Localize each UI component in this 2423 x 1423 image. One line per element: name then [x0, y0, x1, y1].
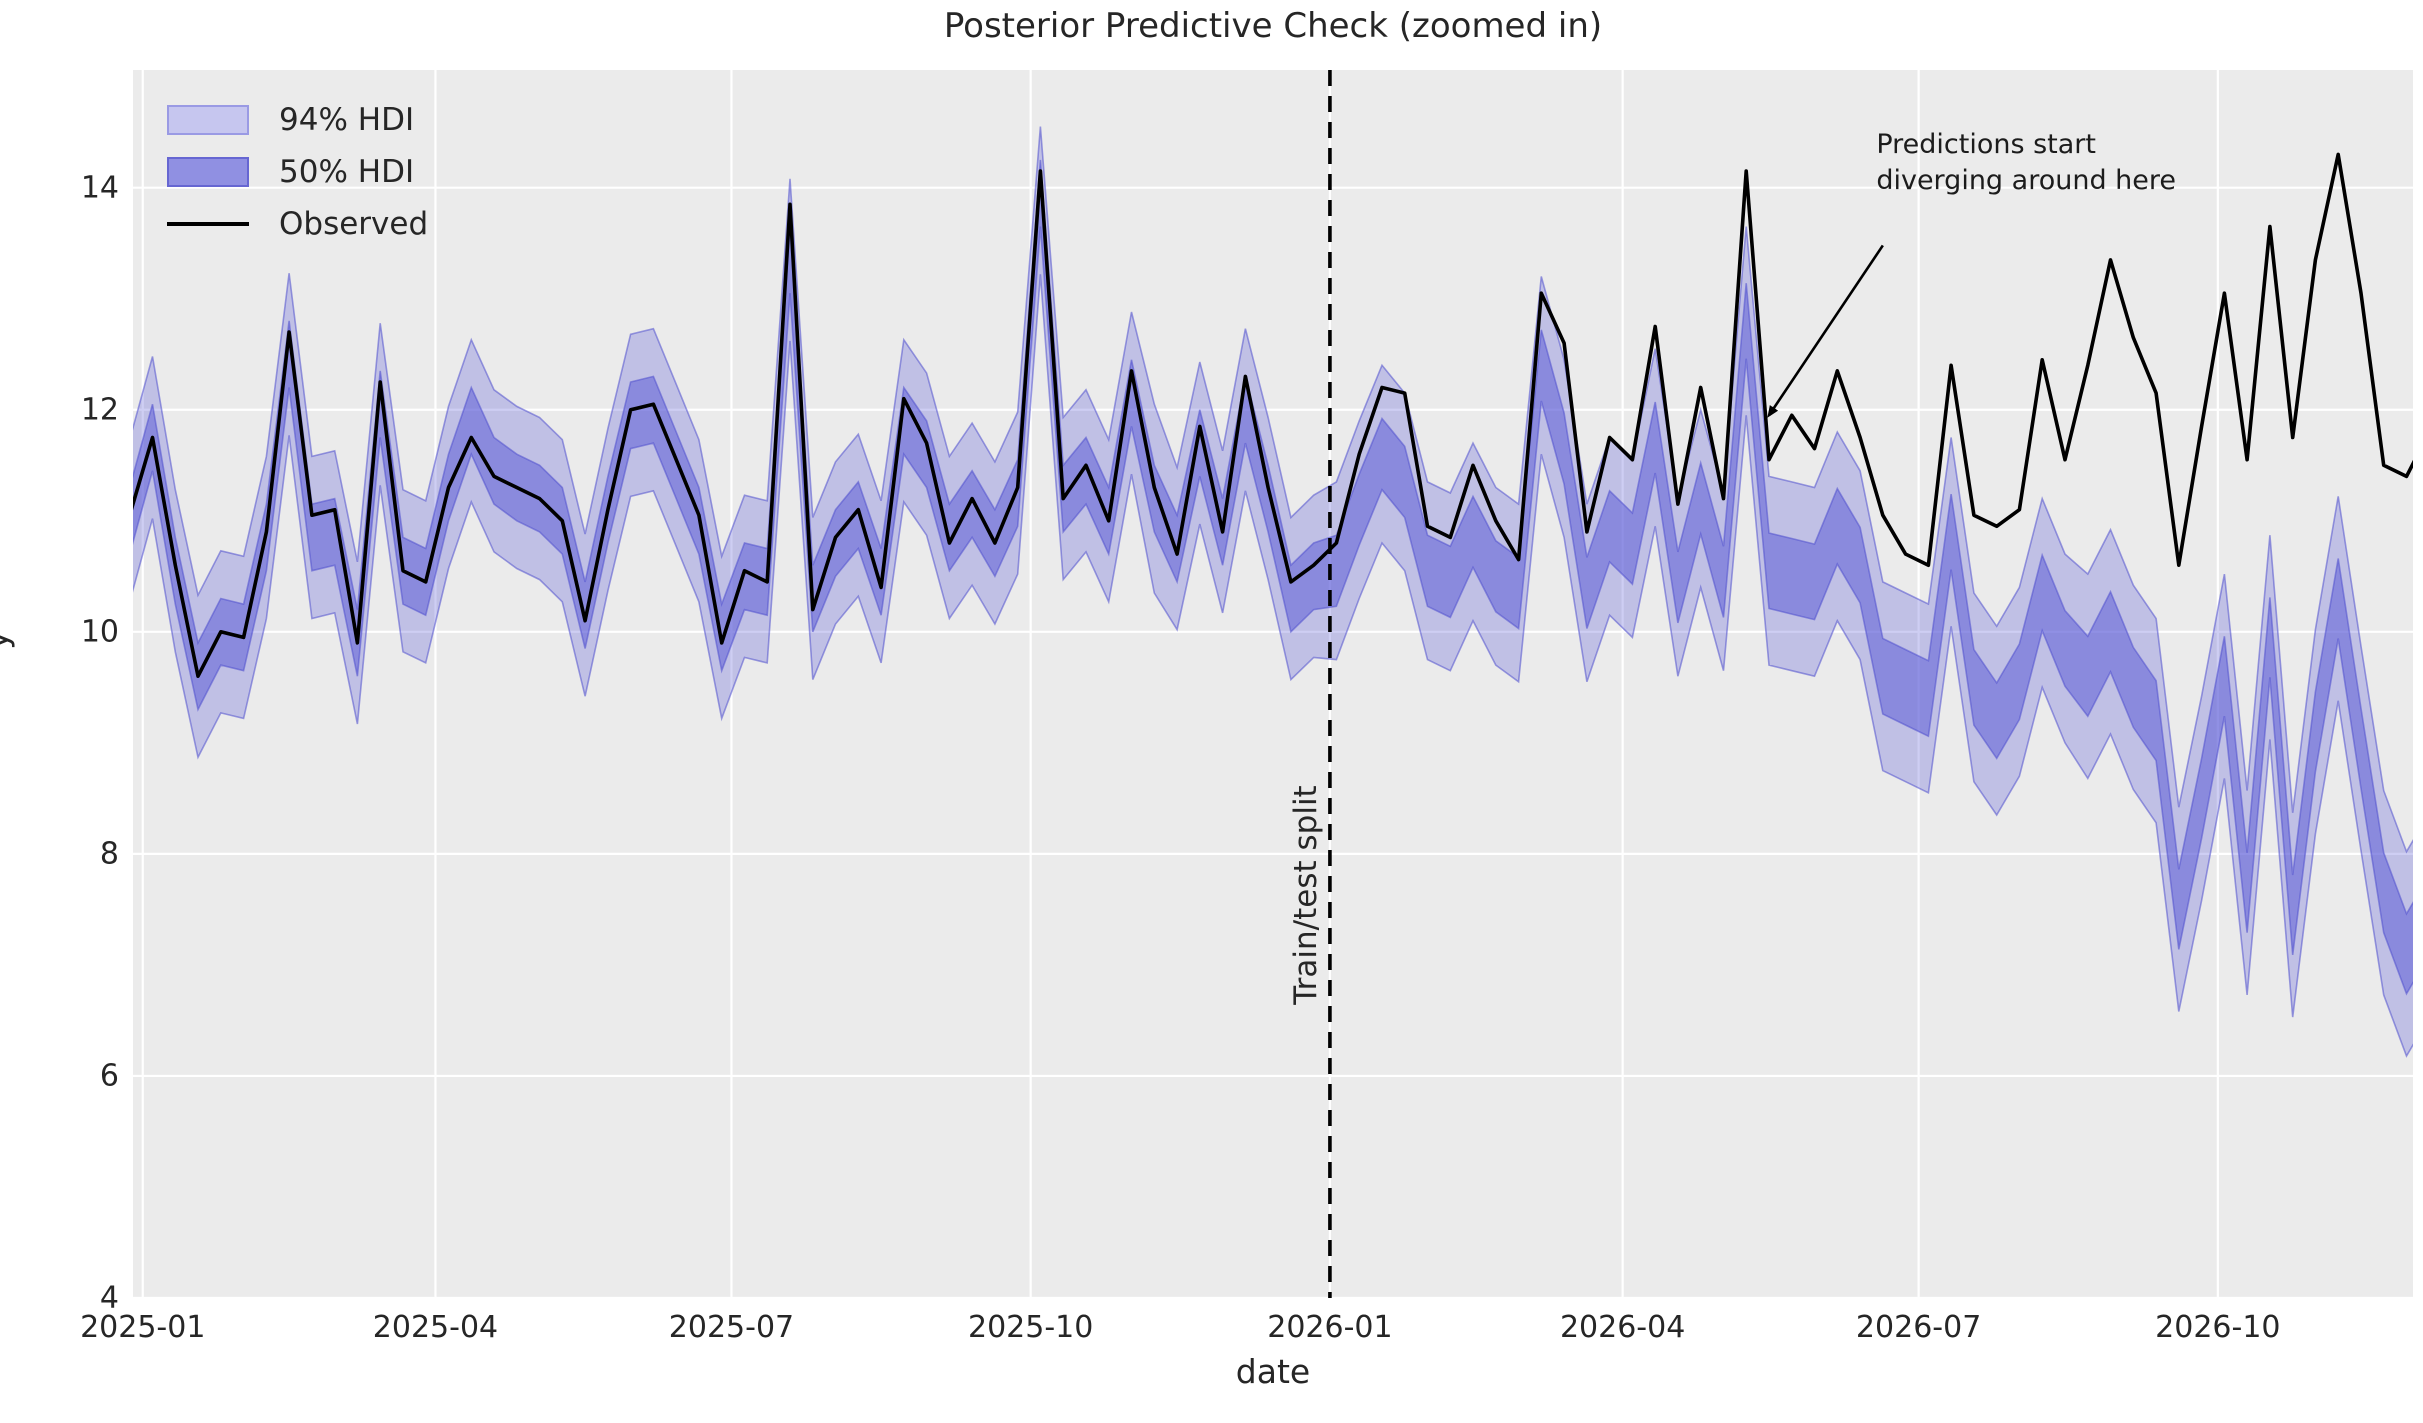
observed-line-swatch-icon	[167, 222, 249, 226]
y-tick-label: 6	[99, 1058, 119, 1094]
y-tick-label: 12	[80, 392, 119, 428]
legend-label-94-hdi: 94% HDI	[279, 102, 415, 138]
legend-item-observed: Observed	[167, 206, 428, 242]
annotation-text: Predictions start diverging around here	[1876, 128, 2177, 196]
x-tick-label: 2025-07	[668, 1310, 795, 1345]
y-tick-label: 10	[80, 614, 119, 650]
chart-title: Posterior Predictive Check (zoomed in)	[943, 6, 1603, 46]
x-tick-label: 2026-04	[1559, 1310, 1686, 1345]
observed-line	[133, 152, 2413, 679]
x-tick-label: 2026-10	[2155, 1310, 2281, 1345]
hdi94-band	[133, 126, 2413, 1058]
x-tick-label: 2026-01	[1267, 1310, 1393, 1345]
y-tick-label: 14	[80, 170, 119, 206]
x-tick-label: 2026-07	[1855, 1310, 1982, 1345]
y-tick-label: 8	[99, 836, 119, 872]
x-tick-label: 2025-10	[968, 1310, 1094, 1345]
legend-label-observed: Observed	[279, 206, 429, 242]
plot-svg	[133, 70, 2413, 1298]
legend: 94% HDI 50% HDI Observed	[167, 102, 428, 242]
x-tick-label: 2025-01	[80, 1310, 206, 1345]
x-axis-label: date	[1235, 1352, 1311, 1391]
y-tick-label: 4	[99, 1280, 119, 1316]
train-test-split-label: Train/test split	[1287, 785, 1324, 1005]
plot-area: 94% HDI 50% HDI Observed Predictions sta…	[133, 70, 2413, 1298]
hdi50-swatch-icon	[167, 157, 249, 187]
x-tick-label: 2025-04	[372, 1310, 499, 1345]
legend-item-50-hdi: 50% HDI	[167, 154, 428, 190]
annotation-arrow-line	[1767, 244, 1884, 418]
legend-label-50-hdi: 50% HDI	[279, 154, 415, 190]
hdi94-swatch-icon	[167, 105, 249, 135]
hdi50-band	[133, 159, 2413, 996]
legend-item-94-hdi: 94% HDI	[167, 102, 428, 138]
